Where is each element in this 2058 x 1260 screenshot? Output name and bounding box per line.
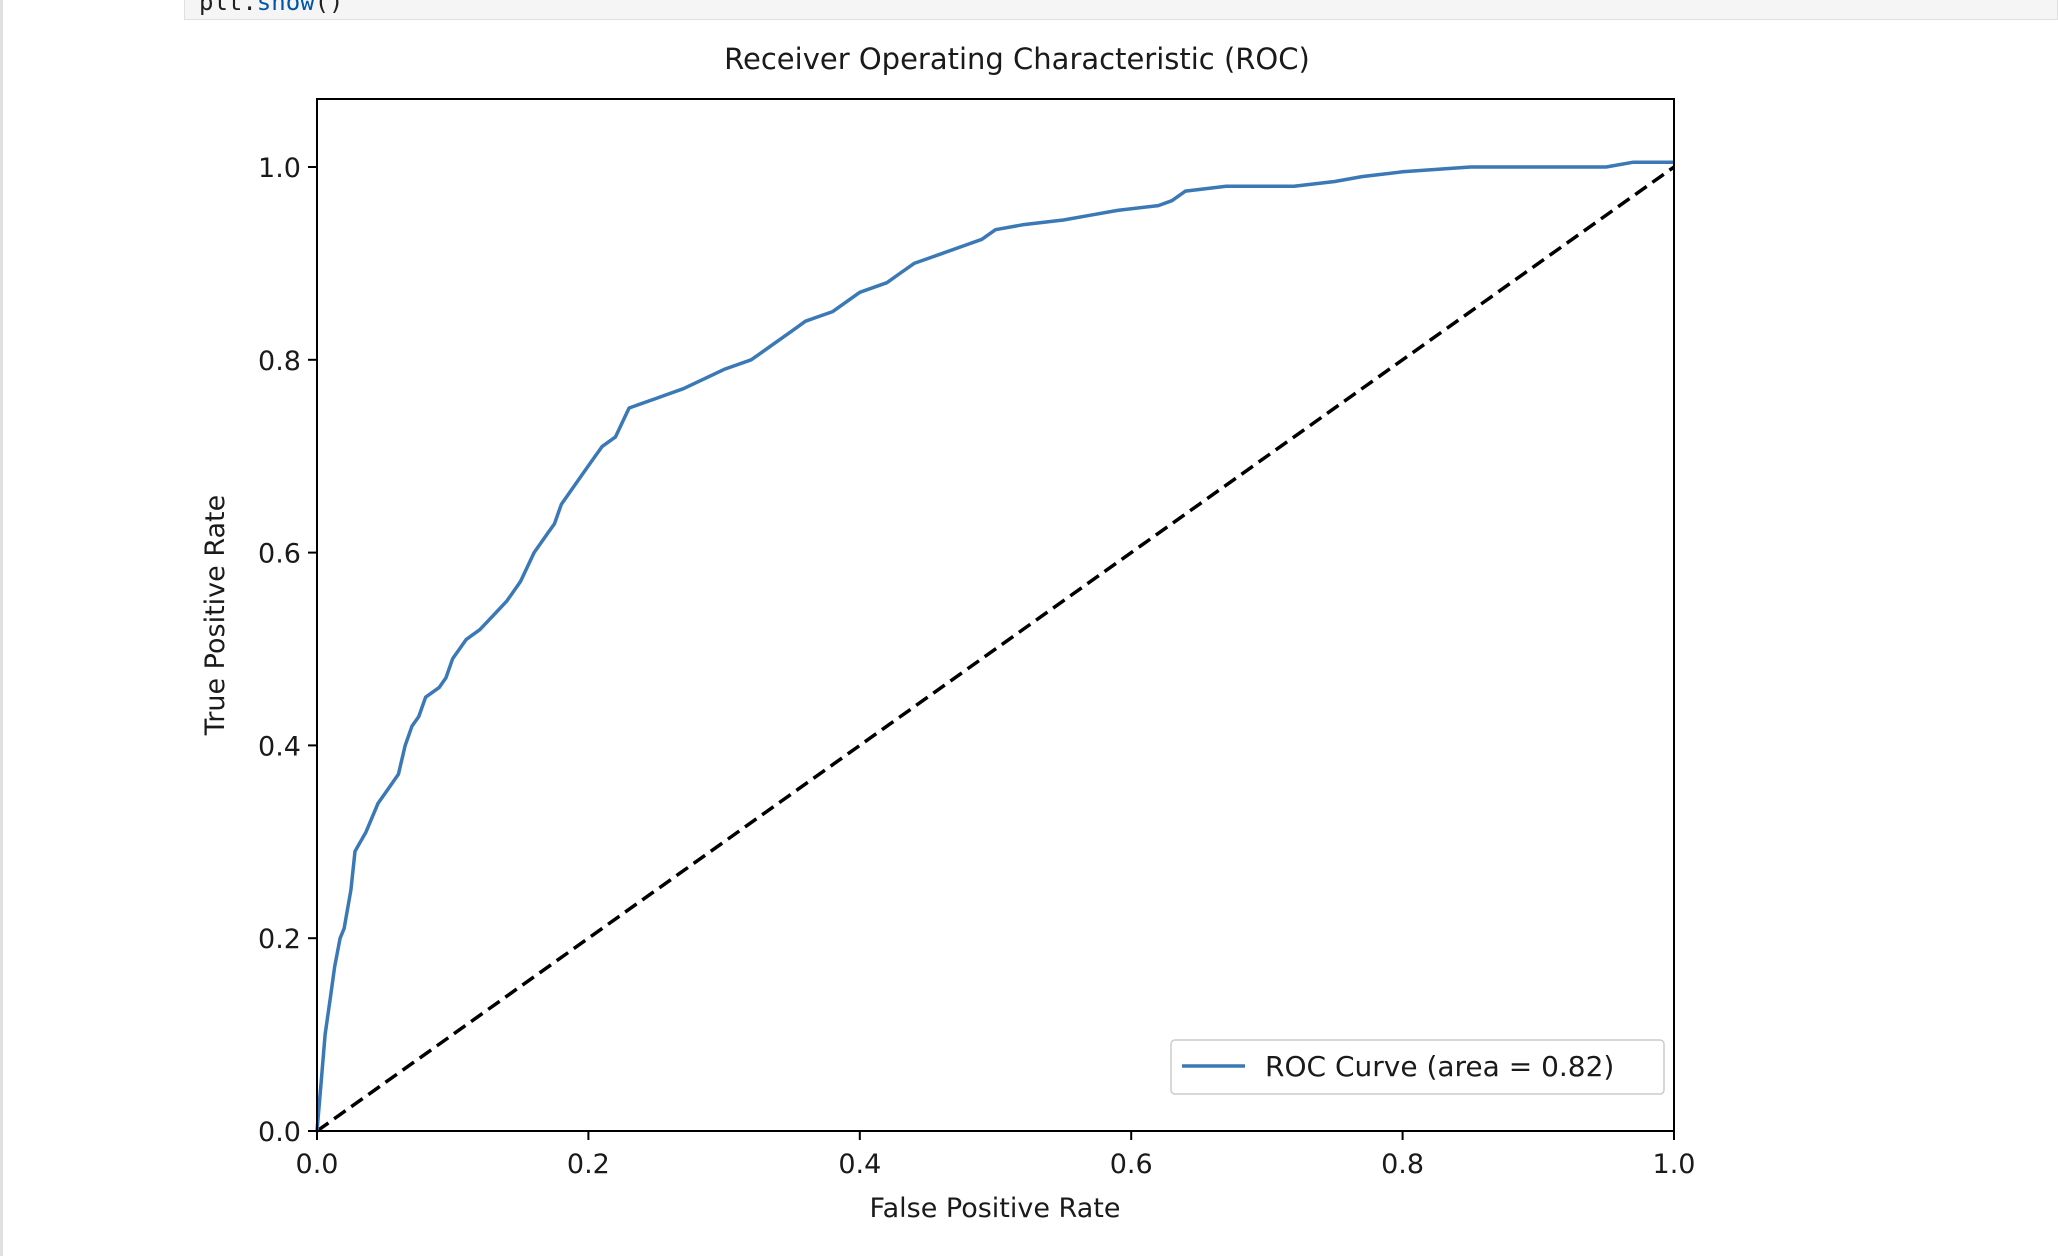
code-suffix: () xyxy=(314,0,344,16)
notebook-gutter xyxy=(0,0,3,1256)
y-tick-label: 0.4 xyxy=(258,731,301,762)
y-tick-label: 0.6 xyxy=(258,539,301,570)
cell-output: Receiver Operating Characteristic (ROC) … xyxy=(184,20,2058,1256)
code-function: show xyxy=(256,0,315,16)
x-tick-label: 1.0 xyxy=(1653,1149,1696,1180)
y-axis-label: True Positive Rate xyxy=(200,495,231,737)
y-tick-label: 0.8 xyxy=(258,346,301,377)
code-prefix: plt. xyxy=(199,0,257,16)
chart-title: Receiver Operating Characteristic (ROC) xyxy=(724,42,1310,76)
y-tick-label: 0.2 xyxy=(258,924,301,955)
y-tick-label: 1.0 xyxy=(258,153,301,184)
roc-curve-line xyxy=(315,160,1674,1132)
roc-chart: Receiver Operating Characteristic (ROC) … xyxy=(200,42,1696,1224)
y-ticks: 0.0 0.2 0.4 0.6 0.8 1.0 xyxy=(258,153,317,1148)
legend-box xyxy=(1170,1039,1665,1095)
plot-frame xyxy=(316,98,1675,1132)
x-tick-label: 0.4 xyxy=(838,1149,881,1180)
x-tick-label: 0.0 xyxy=(296,1149,339,1180)
y-tick-label: 0.0 xyxy=(258,1117,301,1148)
code-cell[interactable]: plt.show() xyxy=(184,0,2058,20)
x-axis-label: False Positive Rate xyxy=(870,1193,1121,1224)
x-ticks: 0.0 0.2 0.4 0.6 0.8 1.0 xyxy=(296,1131,1696,1180)
legend: ROC Curve (area = 0.82) xyxy=(1170,1039,1665,1095)
chance-diagonal-line xyxy=(315,165,1676,1133)
x-tick-label: 0.6 xyxy=(1110,1149,1153,1180)
plot-lines xyxy=(315,160,1676,1133)
x-tick-label: 0.2 xyxy=(567,1149,610,1180)
code-line: plt.show() xyxy=(199,0,344,16)
legend-roc-label: ROC Curve (area = 0.82) xyxy=(1265,1050,1614,1083)
x-tick-label: 0.8 xyxy=(1381,1149,1424,1180)
